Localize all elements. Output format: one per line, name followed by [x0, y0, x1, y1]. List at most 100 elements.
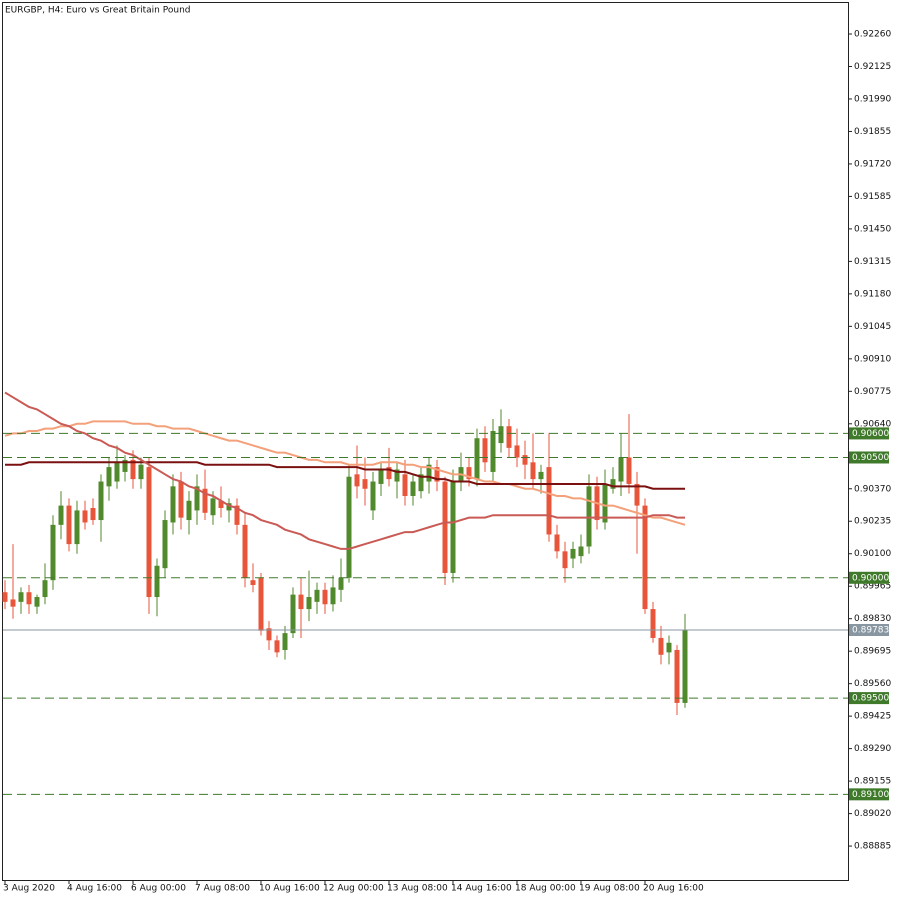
y-tick-label: 0.90775	[854, 387, 891, 397]
candle-body	[178, 481, 184, 518]
y-tick-label: 0.90910	[854, 354, 891, 364]
moving-average-line	[4, 420, 686, 526]
level-label-box	[849, 427, 889, 440]
candle-body	[26, 592, 32, 605]
candle-body	[498, 426, 504, 444]
candle-body	[202, 488, 208, 513]
candle-body	[50, 524, 56, 581]
candle-body	[522, 455, 528, 465]
candle-body	[474, 438, 480, 480]
candle-body	[386, 467, 392, 480]
y-tick-label: 0.91855	[854, 127, 891, 137]
y-tick-label: 0.92125	[854, 62, 891, 72]
candle-body	[618, 457, 624, 482]
level-label-box	[849, 451, 889, 464]
candle-body	[546, 467, 552, 535]
candle-body	[418, 474, 424, 492]
y-tick-label: 0.89155	[854, 777, 891, 787]
candle-body	[506, 426, 512, 448]
x-tick-label: 10 Aug 16:00	[259, 884, 320, 894]
candle-body	[106, 467, 112, 487]
y-tick-label: 0.89830	[854, 614, 891, 624]
candle-body	[114, 462, 120, 482]
candle-body	[186, 500, 192, 521]
candle-body	[634, 483, 640, 506]
moving-average-line	[5, 461, 685, 490]
candle-body	[554, 534, 560, 552]
candle-body	[218, 500, 224, 509]
x-tick-label: 12 Aug 00:00	[323, 884, 384, 894]
plot-border	[2, 2, 849, 881]
y-tick-label: 0.92260	[854, 30, 891, 40]
x-tick-label: 4 Aug 16:00	[67, 884, 122, 894]
candle-body	[402, 474, 408, 496]
candle-body	[42, 580, 48, 598]
candle-body	[354, 474, 360, 487]
candle-body	[658, 637, 664, 655]
candle-body	[234, 505, 240, 525]
candle-body	[298, 594, 304, 610]
candle-body	[442, 481, 448, 573]
candle-body	[410, 481, 416, 496]
candle-body	[258, 577, 264, 631]
candle-body	[530, 462, 536, 480]
candle-body	[602, 483, 608, 523]
y-tick-label: 0.91045	[854, 322, 891, 332]
candle-body	[314, 589, 320, 602]
x-tick-label: 7 Aug 08:00	[195, 884, 250, 894]
candle-body	[34, 597, 40, 607]
candle-body	[586, 486, 592, 547]
y-tick-label: 0.89425	[854, 712, 891, 722]
y-tick-label: 0.90370	[854, 484, 891, 494]
y-tick-label: 0.91315	[854, 257, 891, 267]
level-label: 0.89500	[852, 694, 889, 704]
candle-body	[74, 510, 80, 545]
candle-body	[82, 510, 88, 523]
candle-body	[666, 642, 672, 653]
candle-body	[490, 431, 496, 472]
y-tick-label: 0.90100	[854, 549, 891, 559]
candle-body	[338, 577, 344, 590]
x-tick-label: 18 Aug 00:00	[515, 884, 576, 894]
candle-body	[146, 467, 152, 598]
candle-body	[642, 505, 648, 610]
y-tick-label: 0.90235	[854, 517, 891, 527]
y-tick-label: 0.89020	[854, 809, 891, 819]
last-price-box	[849, 624, 889, 637]
y-tick-label: 0.91450	[854, 224, 891, 234]
y-tick-label: 0.89695	[854, 647, 891, 657]
y-tick-label: 0.89560	[854, 679, 891, 689]
candle-body	[346, 476, 352, 578]
candle-body	[370, 481, 376, 511]
candle-body	[362, 479, 368, 489]
candle-body	[290, 594, 296, 634]
candle-body	[162, 520, 168, 569]
moving-average-line	[4, 391, 685, 550]
candle-body	[466, 467, 472, 480]
candle-body	[66, 505, 72, 545]
level-label-box	[849, 788, 889, 801]
candle-body	[122, 459, 128, 472]
candle-body	[426, 464, 432, 482]
candle-body	[250, 580, 256, 586]
level-label: 0.90600	[852, 429, 889, 439]
x-tick-label: 20 Aug 16:00	[643, 884, 704, 894]
x-tick-label: 13 Aug 08:00	[387, 884, 448, 894]
candle-body	[626, 457, 632, 484]
candle-body	[210, 498, 216, 516]
y-tick-label: 0.91180	[854, 289, 891, 299]
candle-body	[610, 479, 616, 489]
y-tick-label: 0.91585	[854, 192, 891, 202]
candle-body	[130, 459, 136, 480]
candle-body	[274, 640, 280, 653]
candle-body	[570, 548, 576, 559]
candle-body	[154, 565, 160, 598]
candle-body	[394, 469, 400, 482]
level-label-box	[849, 571, 889, 584]
candle-body	[578, 546, 584, 557]
x-tick-label: 19 Aug 08:00	[579, 884, 640, 894]
y-tick-label: 0.91990	[854, 94, 891, 104]
last-price-label: 0.89783	[852, 626, 889, 636]
